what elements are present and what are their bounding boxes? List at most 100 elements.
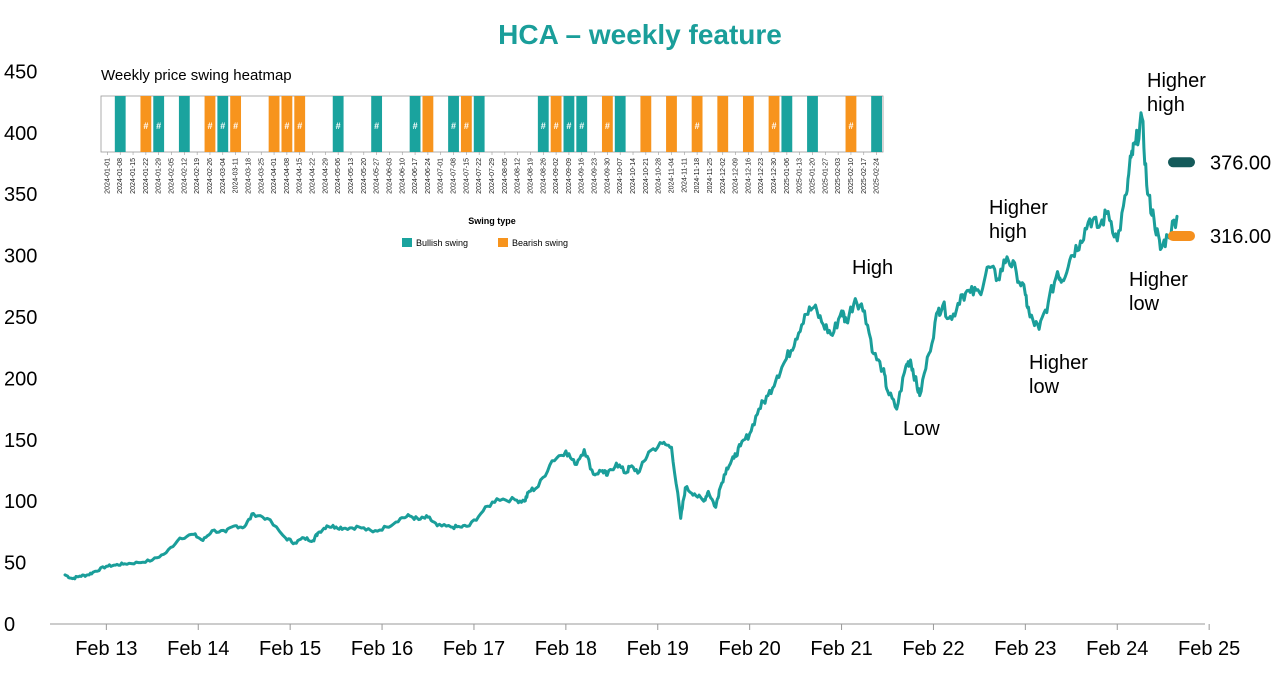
heatmap-cell-label: # xyxy=(336,121,341,131)
y-tick-label: 200 xyxy=(4,368,37,390)
x-tick-label: Feb 19 xyxy=(627,638,689,660)
heatmap-date-label: 2024-12-09 xyxy=(733,158,740,194)
x-tick-label: Feb 16 xyxy=(351,638,413,660)
heatmap-cell xyxy=(409,96,421,152)
x-tick-label: Feb 18 xyxy=(535,638,597,660)
heatmap-date-label: 2025-01-27 xyxy=(822,158,829,194)
heatmap-date-label: 2025-02-10 xyxy=(848,158,855,194)
annotation-label: high xyxy=(989,221,1027,243)
level-label: 376.00 xyxy=(1210,152,1271,174)
annotation-label: Low xyxy=(903,418,940,440)
x-tick-label: Feb 20 xyxy=(719,638,781,660)
heatmap-date-label: 2024-05-27 xyxy=(374,158,381,194)
y-tick-label: 250 xyxy=(4,307,37,329)
level-label: 316.00 xyxy=(1210,226,1271,248)
heatmap-cell xyxy=(153,96,165,152)
heatmap-cell-label: # xyxy=(579,121,584,131)
heatmap-date-label: 2024-05-13 xyxy=(348,158,355,194)
x-tick-label: Feb 25 xyxy=(1178,638,1240,660)
annotation-label: Higher xyxy=(1147,70,1206,92)
heatmap-cell xyxy=(614,96,626,152)
heatmap-date-label: 2024-05-20 xyxy=(361,158,368,194)
heatmap-date-label: 2024-05-06 xyxy=(335,158,342,194)
heatmap-cell-label: # xyxy=(233,121,238,131)
heatmap-date-label: 2025-02-03 xyxy=(835,158,842,194)
chart-title: HCA – weekly feature xyxy=(498,19,782,50)
y-tick-label: 450 xyxy=(4,61,37,83)
heatmap-cell-label: # xyxy=(695,121,700,131)
annotation-label: High xyxy=(852,257,893,279)
heatmap-date-labels: 2024-01-01 2024-01-08 2024-01-15 2024-01-22… xyxy=(104,152,881,194)
heatmap-date-label: 2025-01-13 xyxy=(797,158,804,194)
heatmap-cell xyxy=(448,96,459,152)
heatmap-date-label: 2024-06-10 xyxy=(399,158,406,194)
heatmap-date-label: 2024-04-08 xyxy=(284,158,291,194)
heatmap-cell xyxy=(178,96,190,152)
heatmap-title: Weekly price swing heatmap xyxy=(101,67,292,84)
heatmap-date-label: 2024-09-16 xyxy=(579,158,586,194)
heatmap-cell-label: # xyxy=(554,121,559,131)
heatmap-date-label: 2024-09-09 xyxy=(566,158,573,194)
annotation-label: Higher xyxy=(1029,352,1088,374)
heatmap-date-label: 2024-12-23 xyxy=(758,158,765,194)
heatmap-cell-label: # xyxy=(605,121,610,131)
heatmap-cell-label: # xyxy=(143,121,148,131)
heatmap-date-label: 2025-02-17 xyxy=(861,158,868,194)
heatmap-legend-title: Swing type xyxy=(468,216,516,226)
heatmap-date-label: 2024-08-12 xyxy=(515,158,522,194)
heatmap-cell xyxy=(371,96,383,152)
heatmap-cell xyxy=(268,96,280,152)
heatmap-cell xyxy=(768,96,780,152)
heatmap-date-label: 2024-01-29 xyxy=(156,158,163,194)
level-marker xyxy=(1168,157,1195,168)
heatmap-date-label: 2024-06-24 xyxy=(425,158,432,194)
y-axis: 0 50 100 150 200 250 300 350 400 450 xyxy=(4,61,37,636)
heatmap-date-label: 2024-04-29 xyxy=(322,158,329,194)
heatmap-date-label: 2024-01-08 xyxy=(117,158,124,194)
annotation-label: Higher xyxy=(1129,269,1188,291)
heatmap-cell xyxy=(717,96,729,152)
heatmap-date-label: 2024-08-19 xyxy=(527,158,534,194)
heatmap-cell xyxy=(871,96,882,152)
x-tick-label: Feb 24 xyxy=(1086,638,1148,660)
heatmap-cell-label: # xyxy=(772,121,777,131)
heatmap-date-label: 2024-04-22 xyxy=(310,158,317,194)
heatmap-date-label: 2024-07-22 xyxy=(476,158,483,194)
annotation-label: Higher xyxy=(989,197,1048,219)
heatmap-date-label: 2024-10-28 xyxy=(656,158,663,194)
heatmap-cell xyxy=(807,96,818,152)
heatmap-date-label: 2024-02-26 xyxy=(207,158,214,194)
heatmap-date-label: 2024-07-08 xyxy=(451,158,458,194)
heatmap-cell-label: # xyxy=(451,121,456,131)
heatmap-date-label: 2024-09-23 xyxy=(592,158,599,194)
heatmap-date-label: 2025-01-06 xyxy=(784,158,791,194)
x-axis: Feb 13 Feb 14 Feb 15 Feb 16 Feb 17 Feb 18 Feb … xyxy=(75,624,1240,660)
y-tick-label: 350 xyxy=(4,184,37,206)
heatmap-date-label: 2024-07-15 xyxy=(463,158,470,194)
x-tick-label: Feb 17 xyxy=(443,638,505,660)
y-tick-label: 150 xyxy=(4,430,37,452)
heatmap-cell xyxy=(666,96,677,152)
annotation-label: low xyxy=(1129,293,1160,315)
price-levels: 376.00 316.00 xyxy=(1168,152,1271,248)
heatmap-date-label: 2024-06-17 xyxy=(412,158,419,194)
legend-swatch xyxy=(402,238,412,247)
heatmap-date-label: 2024-11-04 xyxy=(668,158,675,193)
heatmap-date-label: 2024-04-01 xyxy=(271,158,278,194)
x-tick-label: Feb 21 xyxy=(810,638,872,660)
heatmap-cell xyxy=(742,96,754,152)
x-tick-label: Feb 13 xyxy=(75,638,137,660)
y-tick-label: 100 xyxy=(4,491,37,513)
heatmap-cell-label: # xyxy=(374,121,379,131)
heatmap-cell xyxy=(140,96,152,152)
heatmap-date-label: 2024-10-21 xyxy=(643,158,650,194)
heatmap-cells: # # # # # # # # # # # # # # # # # # # # xyxy=(114,96,882,152)
heatmap-cell-label: # xyxy=(566,121,571,131)
heatmap-cell xyxy=(230,96,242,152)
heatmap-date-label: 2024-12-16 xyxy=(745,158,752,194)
heatmap-date-label: 2025-01-20 xyxy=(809,158,816,194)
heatmap-cell xyxy=(473,96,485,152)
heatmap-date-label: 2024-03-25 xyxy=(258,158,265,194)
heatmap-legend: Bullish swing Bearish swing xyxy=(402,238,568,248)
heatmap-cell xyxy=(781,96,793,152)
